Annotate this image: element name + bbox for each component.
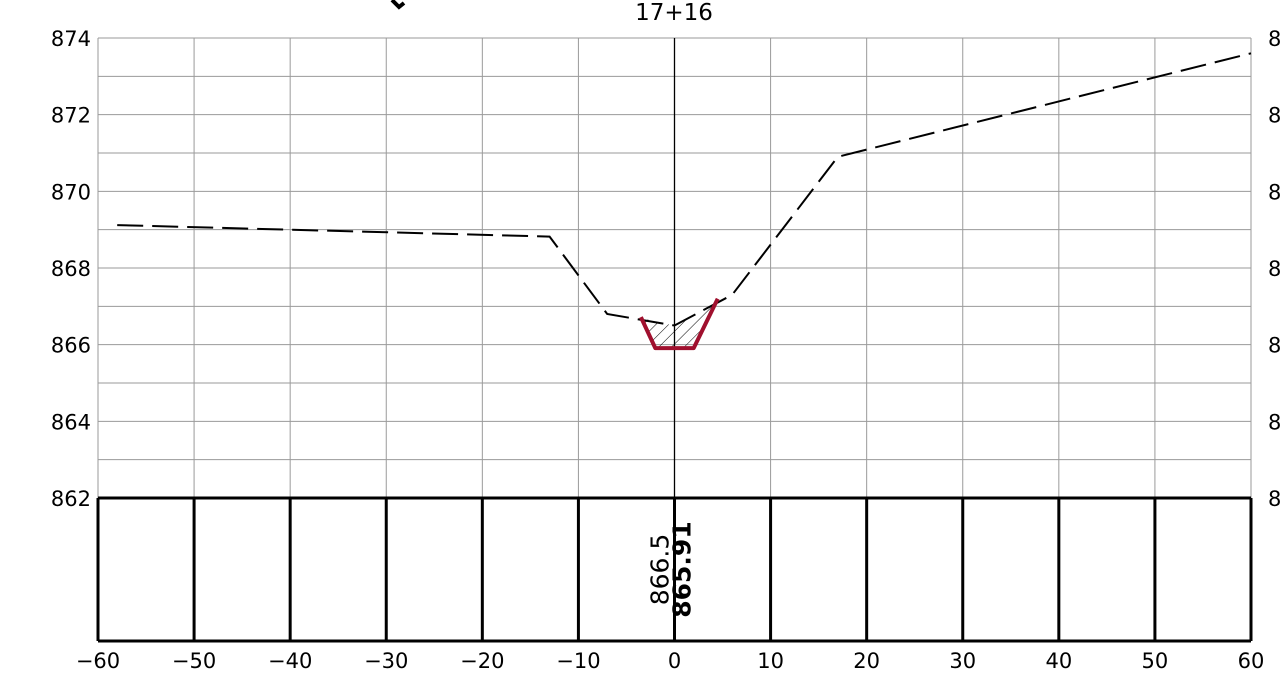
y-tick-label: 862	[51, 487, 91, 511]
x-tick-label: 50	[1142, 649, 1169, 673]
right-axis-label: 8	[1268, 257, 1280, 281]
axis-labels: 862 8 864 8 866 8 868 8 870 8 872 8 874 8 −60 −50 −40 −30…	[51, 27, 1280, 673]
existing-ground-line	[117, 52, 1252, 327]
right-axis-label: 8	[1268, 410, 1280, 434]
x-tick-label: −50	[172, 649, 216, 673]
right-axis-label: 8	[1268, 180, 1280, 204]
y-tick-label: 872	[51, 104, 91, 128]
right-axis-label: 8	[1268, 487, 1280, 511]
x-tick-label: 40	[1045, 649, 1072, 673]
station-label: 17+16	[635, 0, 713, 26]
right-axis-label: 8	[1268, 27, 1280, 51]
x-tick-label: −20	[460, 649, 504, 673]
profile-lines	[117, 52, 1252, 351]
x-tick-label: −60	[76, 649, 120, 673]
cut-hatch	[640, 303, 715, 349]
right-axis-label: 8	[1268, 334, 1280, 358]
x-tick-label: −40	[268, 649, 312, 673]
elevation-label-design: 865.91	[668, 521, 697, 617]
x-tick-label: 30	[949, 649, 976, 673]
right-axis-label: 8	[1268, 104, 1280, 128]
y-tick-label: 870	[51, 180, 91, 204]
x-tick-label: −10	[556, 649, 600, 673]
y-tick-label: 866	[51, 334, 91, 358]
y-tick-label: 868	[51, 257, 91, 281]
x-tick-label: 60	[1238, 649, 1265, 673]
proposed-ditch-line	[639, 297, 720, 351]
elevation-table	[96, 496, 1253, 643]
x-tick-label: 0	[668, 649, 681, 673]
grid	[97, 37, 1252, 499]
y-tick-label: 874	[51, 27, 91, 51]
elevation-label-existing: 866.5	[646, 534, 675, 606]
leader-mark	[390, 0, 406, 10]
x-tick-label: −30	[364, 649, 408, 673]
y-tick-label: 864	[51, 410, 91, 434]
x-tick-label: 20	[853, 649, 880, 673]
x-tick-label: 10	[757, 649, 784, 673]
